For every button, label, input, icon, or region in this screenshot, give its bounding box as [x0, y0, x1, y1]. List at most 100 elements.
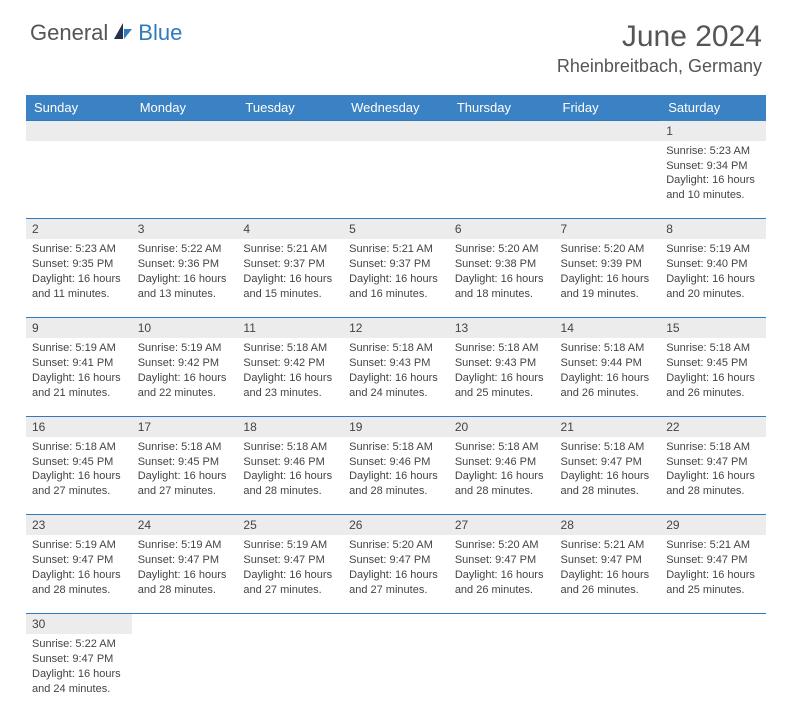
day-number-cell: 26	[343, 515, 449, 536]
day-detail-cell	[555, 634, 661, 712]
weekday-header: Tuesday	[237, 95, 343, 121]
sunset-text: Sunset: 9:46 PM	[243, 455, 337, 470]
daylight-text: and 28 minutes.	[349, 484, 443, 499]
sunset-text: Sunset: 9:42 PM	[243, 356, 337, 371]
sunset-text: Sunset: 9:47 PM	[666, 455, 760, 470]
day-number-cell: 24	[132, 515, 238, 536]
sunrise-text: Sunrise: 5:18 AM	[138, 440, 232, 455]
sunrise-text: Sunrise: 5:18 AM	[32, 440, 126, 455]
day-detail-cell	[555, 141, 661, 219]
title-block: June 2024 Rheinbreitbach, Germany	[557, 20, 762, 77]
daylight-text: and 15 minutes.	[243, 287, 337, 302]
daylight-text: Daylight: 16 hours	[455, 568, 549, 583]
daylight-text: Daylight: 16 hours	[138, 272, 232, 287]
sunrise-text: Sunrise: 5:18 AM	[455, 341, 549, 356]
day-number-cell: 23	[26, 515, 132, 536]
day-detail-cell	[237, 634, 343, 712]
day-number-cell: 6	[449, 219, 555, 240]
daylight-text: and 26 minutes.	[561, 386, 655, 401]
daylight-text: and 22 minutes.	[138, 386, 232, 401]
day-detail-cell: Sunrise: 5:22 AMSunset: 9:47 PMDaylight:…	[26, 634, 132, 712]
day-detail-cell: Sunrise: 5:18 AMSunset: 9:43 PMDaylight:…	[343, 338, 449, 416]
sunset-text: Sunset: 9:47 PM	[666, 553, 760, 568]
sunrise-text: Sunrise: 5:20 AM	[455, 242, 549, 257]
sunrise-text: Sunrise: 5:18 AM	[666, 440, 760, 455]
daylight-text: Daylight: 16 hours	[561, 371, 655, 386]
day-number-cell: 30	[26, 613, 132, 634]
detail-row: Sunrise: 5:19 AMSunset: 9:41 PMDaylight:…	[26, 338, 766, 416]
daylight-text: and 28 minutes.	[32, 583, 126, 598]
day-detail-cell: Sunrise: 5:19 AMSunset: 9:47 PMDaylight:…	[132, 535, 238, 613]
day-number-cell: 11	[237, 317, 343, 338]
sunset-text: Sunset: 9:35 PM	[32, 257, 126, 272]
day-number-cell: 2	[26, 219, 132, 240]
daylight-text: Daylight: 16 hours	[32, 667, 126, 682]
day-detail-cell	[660, 634, 766, 712]
weekday-header: Saturday	[660, 95, 766, 121]
day-number-cell: 19	[343, 416, 449, 437]
sunset-text: Sunset: 9:34 PM	[666, 159, 760, 174]
day-number-cell	[237, 613, 343, 634]
location-label: Rheinbreitbach, Germany	[557, 56, 762, 77]
daylight-text: Daylight: 16 hours	[561, 469, 655, 484]
day-detail-cell: Sunrise: 5:18 AMSunset: 9:43 PMDaylight:…	[449, 338, 555, 416]
day-detail-cell: Sunrise: 5:18 AMSunset: 9:45 PMDaylight:…	[660, 338, 766, 416]
day-detail-cell: Sunrise: 5:18 AMSunset: 9:47 PMDaylight:…	[555, 437, 661, 515]
daylight-text: Daylight: 16 hours	[455, 272, 549, 287]
sunset-text: Sunset: 9:47 PM	[243, 553, 337, 568]
weekday-header: Wednesday	[343, 95, 449, 121]
sunset-text: Sunset: 9:45 PM	[32, 455, 126, 470]
day-detail-cell: Sunrise: 5:20 AMSunset: 9:38 PMDaylight:…	[449, 239, 555, 317]
daylight-text: and 25 minutes.	[666, 583, 760, 598]
day-number-cell	[132, 121, 238, 141]
day-detail-cell: Sunrise: 5:21 AMSunset: 9:37 PMDaylight:…	[237, 239, 343, 317]
day-number-cell: 8	[660, 219, 766, 240]
daynum-row: 16171819202122	[26, 416, 766, 437]
day-number-cell: 14	[555, 317, 661, 338]
weekday-header: Sunday	[26, 95, 132, 121]
sunset-text: Sunset: 9:47 PM	[138, 553, 232, 568]
sunset-text: Sunset: 9:38 PM	[455, 257, 549, 272]
daylight-text: and 27 minutes.	[138, 484, 232, 499]
daylight-text: Daylight: 16 hours	[349, 272, 443, 287]
daylight-text: and 26 minutes.	[666, 386, 760, 401]
sunrise-text: Sunrise: 5:18 AM	[666, 341, 760, 356]
day-detail-cell: Sunrise: 5:19 AMSunset: 9:47 PMDaylight:…	[237, 535, 343, 613]
day-number-cell	[132, 613, 238, 634]
day-detail-cell: Sunrise: 5:20 AMSunset: 9:47 PMDaylight:…	[449, 535, 555, 613]
day-number-cell: 12	[343, 317, 449, 338]
daynum-row: 1	[26, 121, 766, 141]
day-number-cell: 4	[237, 219, 343, 240]
day-number-cell: 3	[132, 219, 238, 240]
calendar-body: 1Sunrise: 5:23 AMSunset: 9:34 PMDaylight…	[26, 121, 766, 712]
daylight-text: and 23 minutes.	[243, 386, 337, 401]
detail-row: Sunrise: 5:18 AMSunset: 9:45 PMDaylight:…	[26, 437, 766, 515]
day-detail-cell	[26, 141, 132, 219]
daylight-text: and 24 minutes.	[349, 386, 443, 401]
sunrise-text: Sunrise: 5:19 AM	[243, 538, 337, 553]
day-number-cell: 16	[26, 416, 132, 437]
sunrise-text: Sunrise: 5:19 AM	[666, 242, 760, 257]
daylight-text: Daylight: 16 hours	[666, 272, 760, 287]
day-number-cell: 13	[449, 317, 555, 338]
day-detail-cell: Sunrise: 5:18 AMSunset: 9:42 PMDaylight:…	[237, 338, 343, 416]
day-detail-cell: Sunrise: 5:18 AMSunset: 9:46 PMDaylight:…	[449, 437, 555, 515]
daylight-text: and 20 minutes.	[666, 287, 760, 302]
day-detail-cell: Sunrise: 5:20 AMSunset: 9:39 PMDaylight:…	[555, 239, 661, 317]
day-number-cell: 15	[660, 317, 766, 338]
sunset-text: Sunset: 9:39 PM	[561, 257, 655, 272]
day-number-cell: 21	[555, 416, 661, 437]
sunrise-text: Sunrise: 5:19 AM	[138, 341, 232, 356]
sunrise-text: Sunrise: 5:20 AM	[455, 538, 549, 553]
day-number-cell: 27	[449, 515, 555, 536]
daylight-text: and 21 minutes.	[32, 386, 126, 401]
daylight-text: Daylight: 16 hours	[243, 469, 337, 484]
sunrise-text: Sunrise: 5:20 AM	[561, 242, 655, 257]
daylight-text: Daylight: 16 hours	[349, 371, 443, 386]
daylight-text: and 28 minutes.	[455, 484, 549, 499]
sunrise-text: Sunrise: 5:18 AM	[243, 341, 337, 356]
day-detail-cell: Sunrise: 5:22 AMSunset: 9:36 PMDaylight:…	[132, 239, 238, 317]
sunset-text: Sunset: 9:47 PM	[561, 455, 655, 470]
detail-row: Sunrise: 5:19 AMSunset: 9:47 PMDaylight:…	[26, 535, 766, 613]
day-number-cell: 29	[660, 515, 766, 536]
